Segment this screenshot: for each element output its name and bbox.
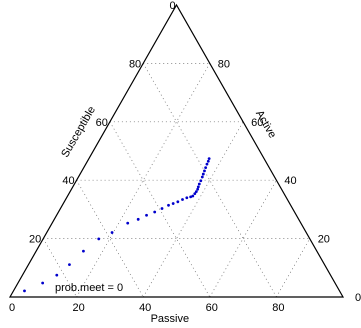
data-point xyxy=(201,172,205,176)
data-points xyxy=(23,157,211,293)
data-point xyxy=(126,221,130,225)
data-point xyxy=(160,207,164,210)
tick-label-bottom-80: 80 xyxy=(272,302,284,314)
data-point xyxy=(68,263,71,266)
data-point xyxy=(196,187,200,191)
tick-label-left-40: 40 xyxy=(62,175,74,187)
annotation-prob-meet: prob.meet = 0 xyxy=(55,282,123,294)
axis-label-susceptible: Susceptible xyxy=(59,104,98,159)
data-point xyxy=(196,185,200,189)
tick-label-left-20: 20 xyxy=(29,234,41,246)
tick-label-left-80: 80 xyxy=(129,58,141,70)
data-point xyxy=(171,202,175,205)
data-point xyxy=(197,182,201,186)
data-point xyxy=(41,281,45,285)
corner-label-top: 0 xyxy=(169,0,175,12)
axis-label-passive: Passive xyxy=(151,313,190,325)
grid-line-passive-60 xyxy=(209,180,277,298)
data-point xyxy=(110,231,114,234)
data-point xyxy=(181,198,184,201)
data-point xyxy=(199,179,203,183)
tick-labels: 0 20 40 60 80 20 40 60 80 80 60 40 20 xyxy=(9,58,330,314)
data-point xyxy=(205,162,209,166)
tick-label-bottom-20: 20 xyxy=(72,302,84,314)
tick-label-left-60: 60 xyxy=(96,117,108,129)
tick-label-right-60: 60 xyxy=(251,117,263,129)
tick-label-right-40: 40 xyxy=(284,175,296,187)
data-point xyxy=(206,159,210,163)
data-point xyxy=(176,200,180,204)
data-point xyxy=(55,273,59,277)
tick-label-bottom-60: 60 xyxy=(206,302,218,314)
grid-line-susceptible-20 xyxy=(142,63,277,298)
data-point xyxy=(204,166,208,170)
data-point xyxy=(189,195,193,199)
data-point xyxy=(200,175,204,179)
corner-label-bottom-right: 0 xyxy=(355,292,361,304)
grid-line-susceptible-40 xyxy=(109,121,211,298)
data-point xyxy=(203,169,206,173)
data-point xyxy=(153,210,157,214)
tick-label-bottom-0: 0 xyxy=(9,302,15,314)
grid-line-susceptible-60 xyxy=(76,180,144,298)
tick-label-right-80: 80 xyxy=(218,58,230,70)
triangle-frame xyxy=(8,3,345,298)
data-point xyxy=(167,203,170,207)
data-point xyxy=(207,157,211,160)
data-point xyxy=(185,196,189,200)
grid-line-passive-80 xyxy=(276,238,311,298)
tick-label-right-20: 20 xyxy=(318,234,330,246)
data-point xyxy=(145,213,148,217)
data-point xyxy=(191,194,195,198)
data-point xyxy=(23,289,26,293)
data-point xyxy=(194,190,198,193)
data-point xyxy=(193,192,197,196)
data-point xyxy=(136,217,140,221)
grid-line-susceptible-80 xyxy=(42,238,77,298)
grid xyxy=(42,63,311,298)
data-point xyxy=(97,237,101,241)
grid-line-passive-40 xyxy=(142,121,244,298)
triangle-outline xyxy=(8,3,345,298)
data-point xyxy=(82,249,85,253)
grid-line-passive-20 xyxy=(76,63,211,298)
tick-label-bottom-40: 40 xyxy=(139,302,151,314)
